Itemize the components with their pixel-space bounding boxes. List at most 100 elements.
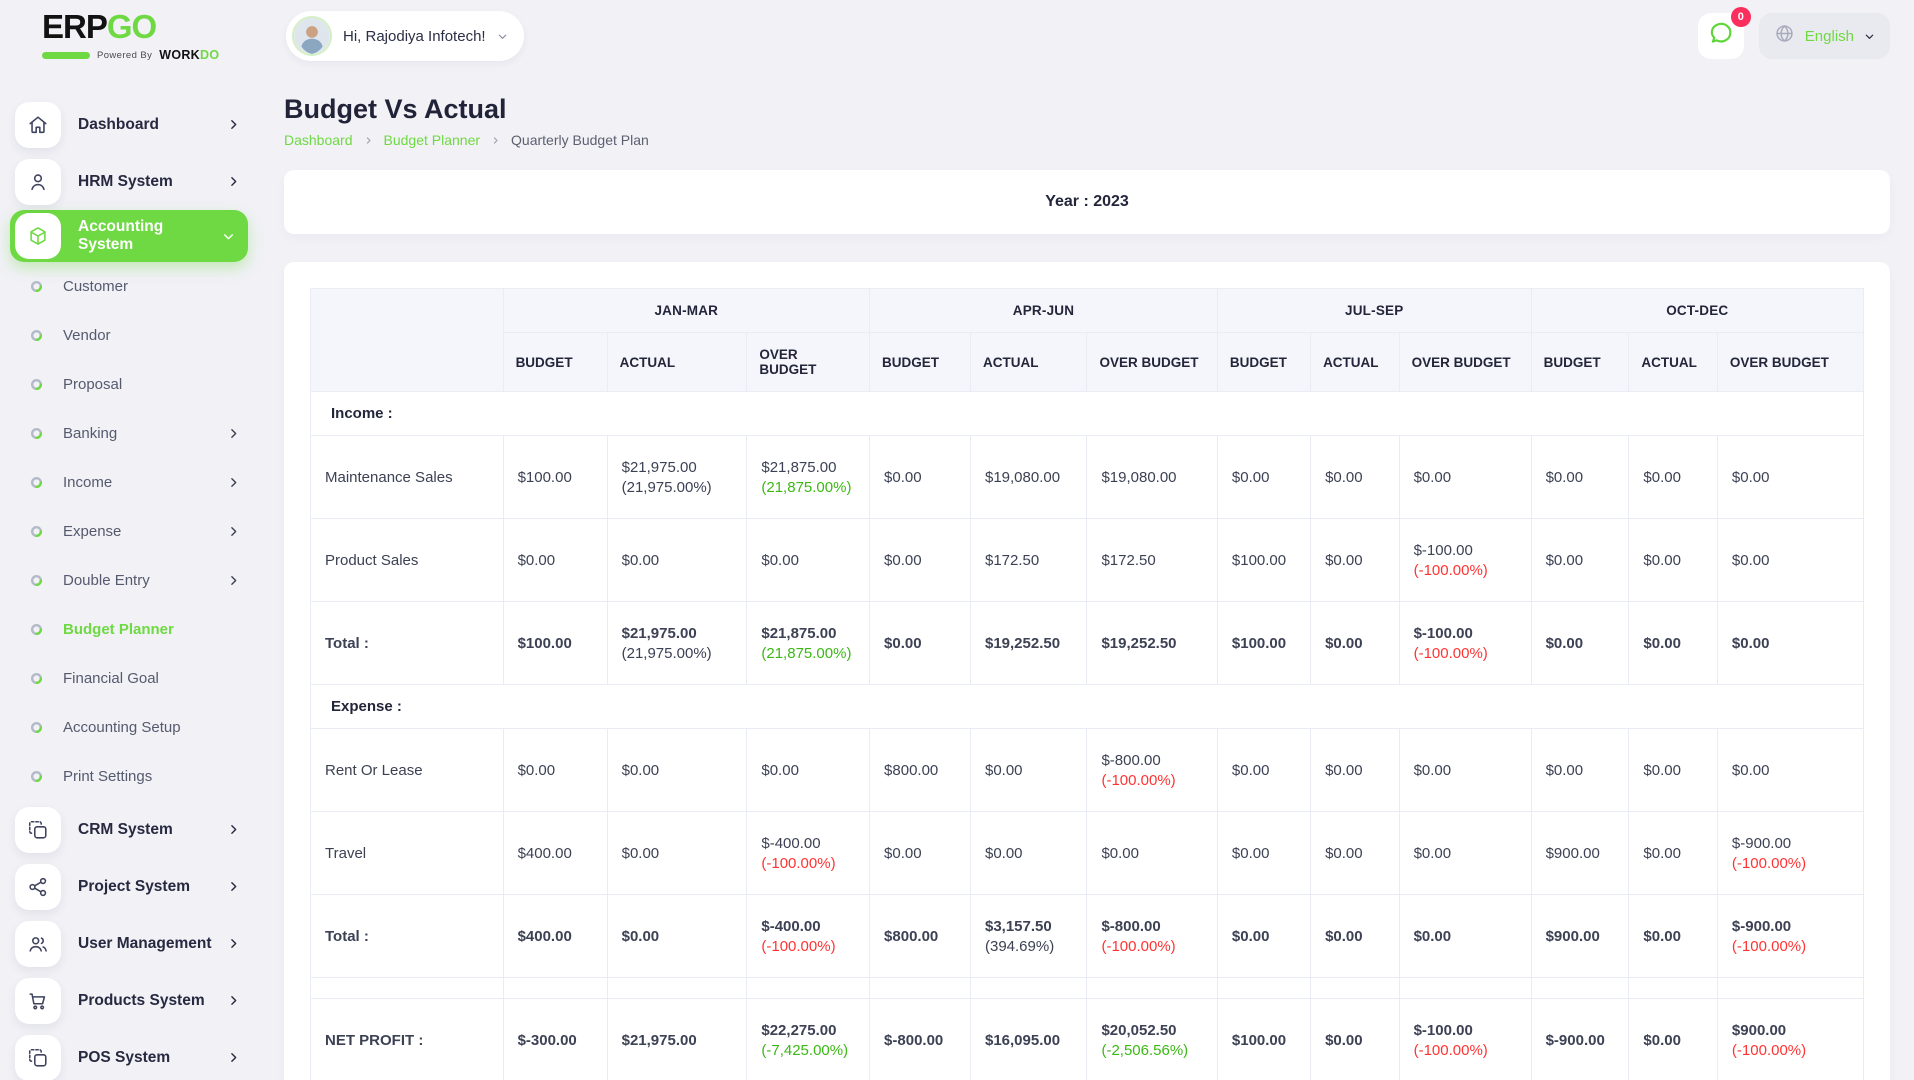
- value-cell: $400.00: [502, 811, 608, 895]
- value-cell: $0.00: [1628, 518, 1718, 602]
- value-cell: $0.00: [869, 601, 971, 685]
- value-cell: $0.00: [1628, 998, 1718, 1080]
- chevron-right-icon: [364, 136, 373, 145]
- sidebar-item-label: CRM System: [78, 820, 173, 838]
- table-corner-cell: [310, 288, 504, 392]
- value-cell: $0.00: [869, 518, 971, 602]
- value-cell: $19,252.50: [1086, 601, 1218, 685]
- sidebar-item-label: User Management: [78, 934, 212, 952]
- table-row: Product Sales $0.00 $0.00 $0.00 $0.00 $172.50…: [310, 518, 1865, 602]
- sidebar-item-banking[interactable]: Banking: [0, 409, 258, 458]
- value-cell: $0.00: [1216, 435, 1312, 519]
- powered-by-label: Powered By: [97, 49, 153, 61]
- value-cell: $100.00: [1216, 518, 1312, 602]
- spacer-row: [310, 977, 1865, 999]
- row-label: NET PROFIT :: [310, 998, 504, 1080]
- sidebar-item-project-system[interactable]: Project System: [0, 858, 258, 915]
- bullet-icon: [29, 475, 44, 490]
- value-cell: $0.00: [746, 518, 871, 602]
- breadcrumb: Dashboard Budget Planner Quarterly Budge…: [284, 132, 1890, 148]
- chevron-right-icon: [227, 525, 240, 538]
- chevron-right-icon: [227, 823, 240, 836]
- value-cell: $-800.00 (-100.00%): [1086, 894, 1218, 978]
- sidebar-item-products-system[interactable]: Products System: [0, 972, 258, 1029]
- value-cell: $-100.00 (-100.00%): [1398, 601, 1532, 685]
- bullet-icon: [29, 622, 44, 637]
- user-menu[interactable]: Hi, Rajodiya Infotech!: [286, 11, 524, 61]
- cart-icon: [15, 977, 61, 1024]
- sidebar-item-double-entry[interactable]: Double Entry: [0, 556, 258, 605]
- breadcrumb-current: Quarterly Budget Plan: [511, 132, 649, 148]
- chevron-down-icon: [1864, 31, 1875, 42]
- row-label: Maintenance Sales: [310, 435, 504, 519]
- value-cell: $16,095.00: [969, 998, 1088, 1080]
- sidebar-item-label: Double Entry: [63, 572, 150, 589]
- chevron-right-icon: [227, 574, 240, 587]
- chevron-right-icon: [227, 118, 240, 131]
- user-greeting: Hi, Rajodiya Infotech!: [343, 27, 486, 45]
- sidebar-item-dashboard[interactable]: Dashboard: [0, 96, 258, 153]
- value-cell: $0.00: [1398, 894, 1532, 978]
- value-cell: $100.00: [1216, 601, 1312, 685]
- value-cell: $0.00: [1310, 894, 1400, 978]
- bullet-icon: [29, 671, 44, 686]
- messages-count-badge: 0: [1730, 7, 1751, 27]
- sidebar-item-crm-system[interactable]: CRM System: [0, 801, 258, 858]
- logo-underline-bar: [42, 51, 90, 59]
- section-row: Income :: [310, 391, 1864, 436]
- sidebar-item-label: Expense: [63, 523, 122, 540]
- sidebar-item-label: Income: [63, 474, 113, 491]
- sidebar-item-label: Accounting Setup: [63, 719, 181, 736]
- table-row: Maintenance Sales $100.00 $21,975.00 (21,97…: [310, 435, 1865, 519]
- breadcrumb-dashboard[interactable]: Dashboard: [284, 132, 353, 148]
- sidebar-item-label: Project System: [78, 877, 190, 895]
- bullet-icon: [29, 328, 44, 343]
- sidebar-nav: Dashboard HRM System Accounting System Cust…: [0, 72, 258, 1080]
- row-label: Product Sales: [310, 518, 504, 602]
- sidebar-item-income[interactable]: Income: [0, 458, 258, 507]
- value-cell: $19,252.50: [969, 601, 1088, 685]
- value-cell: $20,052.50 (-2,506.56%): [1086, 998, 1218, 1080]
- quarter-header: APR-JUN: [869, 288, 1218, 333]
- app-logo[interactable]: ERPGO Powered By WORKDO: [0, 10, 258, 62]
- sidebar-item-expense[interactable]: Expense: [0, 507, 258, 556]
- column-header: BUDGET: [1530, 332, 1630, 392]
- messages-button[interactable]: 0: [1697, 7, 1751, 59]
- sidebar-item-user-management[interactable]: User Management: [0, 915, 258, 972]
- sidebar-item-label: Customer: [63, 278, 129, 295]
- sidebar-item-hrm-system[interactable]: HRM System: [0, 153, 258, 210]
- language-selector[interactable]: English: [1758, 13, 1890, 59]
- table-row: Travel $400.00 $0.00 $-400.00 (-100.00%) $0.0…: [310, 811, 1865, 895]
- value-cell: $0.00: [1310, 728, 1400, 812]
- sidebar-item-customer[interactable]: Customer: [0, 262, 258, 311]
- globe-icon: [1774, 23, 1795, 49]
- column-header: BUDGET: [1216, 332, 1312, 392]
- sidebar-item-vendor[interactable]: Vendor: [0, 311, 258, 360]
- value-cell: $22,275.00 (-7,425.00%): [746, 998, 871, 1080]
- sidebar-item-accounting-setup[interactable]: Accounting Setup: [0, 703, 258, 752]
- column-header: OVER BUDGET: [1086, 332, 1218, 392]
- value-cell: $0.00: [1530, 728, 1630, 812]
- value-cell: $21,875.00 (21,875.00%): [746, 601, 871, 685]
- value-cell: $0.00: [1310, 601, 1400, 685]
- sidebar-item-proposal[interactable]: Proposal: [0, 360, 258, 409]
- value-cell: $-100.00 (-100.00%): [1398, 998, 1532, 1080]
- value-cell: $100.00: [502, 435, 608, 519]
- user-icon: [15, 158, 61, 205]
- value-cell: $0.00: [869, 811, 971, 895]
- quarter-header: JUL-SEP: [1216, 288, 1532, 333]
- value-cell: $100.00: [1216, 998, 1312, 1080]
- sidebar-item-financial-goal[interactable]: Financial Goal: [0, 654, 258, 703]
- value-cell: $-400.00 (-100.00%): [746, 894, 871, 978]
- breadcrumb-budget-planner[interactable]: Budget Planner: [383, 132, 481, 148]
- value-cell: $0.00: [1628, 728, 1718, 812]
- sidebar-item-print-settings[interactable]: Print Settings: [0, 752, 258, 801]
- value-cell: $-900.00: [1530, 998, 1630, 1080]
- avatar: [292, 16, 332, 56]
- sidebar-item-budget-planner[interactable]: Budget Planner: [0, 605, 258, 654]
- table-row: NET PROFIT : $-300.00 $21,975.00 $22,275.00…: [310, 998, 1865, 1080]
- value-cell: $0.00: [606, 728, 748, 812]
- bullet-icon: [29, 720, 44, 735]
- sidebar-item-pos-system[interactable]: POS System: [0, 1029, 258, 1080]
- sidebar-item-accounting-system[interactable]: Accounting System: [10, 210, 248, 262]
